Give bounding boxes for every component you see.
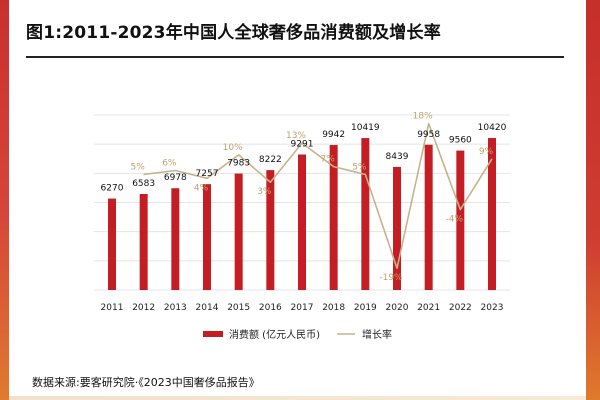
right-red-frame <box>586 0 600 400</box>
label-layer: 6270 6583 6978 7257 7983 8222 9291 9942 10419 843… <box>101 112 507 284</box>
bar-2019 <box>361 138 370 290</box>
growth-label-2021: 18% <box>413 112 433 122</box>
x-tick-label-2014: 2014 <box>196 303 219 313</box>
growth-line <box>143 122 493 269</box>
bar-2023 <box>488 138 496 290</box>
growth-label-2018: 7% <box>321 155 336 165</box>
bar-value-label-2014: 7257 <box>196 169 219 179</box>
bar-2022 <box>456 150 465 290</box>
bar-value-label-2015: 7983 <box>227 159 250 169</box>
growth-label-2014: 4% <box>194 183 209 193</box>
legend-bar-label: 消费额 (亿元人民币) <box>229 328 320 341</box>
axis-layer: 2011 2012 2013 2014 2015 2016 2017 2018 2019 2020… <box>101 303 504 313</box>
growth-label-2012: 5% <box>131 162 146 172</box>
bottom-shade <box>9 396 586 400</box>
bar-2016 <box>266 170 275 290</box>
bar-2015 <box>234 173 243 290</box>
data-source-note: 数据来源:要客研究院·《2023中国奢侈品报告》 <box>32 376 260 389</box>
x-tick-label-2019: 2019 <box>354 303 377 313</box>
bar-2013 <box>171 188 180 290</box>
line-layer <box>143 122 493 269</box>
title-underline <box>26 56 564 58</box>
x-tick-label-2016: 2016 <box>259 303 282 313</box>
x-tick-label-2018: 2018 <box>322 303 345 313</box>
bar-value-label-2018: 9942 <box>322 130 345 140</box>
bar-2021 <box>424 144 433 290</box>
x-tick-label-2012: 2012 <box>132 303 155 313</box>
bar-2012 <box>139 193 148 290</box>
bar-value-label-2023: 10420 <box>478 123 507 133</box>
bar-2020 <box>393 166 401 290</box>
left-red-frame <box>0 0 9 400</box>
bar-value-label-2017: 9291 <box>291 140 314 150</box>
bar-2017 <box>298 154 306 290</box>
growth-label-2020: -19% <box>379 273 403 283</box>
x-tick-label-2023: 2023 <box>481 303 504 313</box>
bar-value-label-2016: 8222 <box>259 155 282 165</box>
x-tick-label-2020: 2020 <box>386 303 409 313</box>
legend-line-label: 增长率 <box>362 328 392 341</box>
legend: 消费额 (亿元人民币) 增长率 <box>203 328 392 341</box>
growth-label-2013: 6% <box>162 159 177 169</box>
x-tick-label-2011: 2011 <box>101 303 124 313</box>
x-tick-label-2022: 2022 <box>449 303 472 313</box>
bar-2014 <box>203 184 211 290</box>
chart-title: 图1:2011-2023年中国人全球奢侈品消费额及增长率 <box>26 23 441 43</box>
growth-label-2019: 5% <box>352 162 367 172</box>
growth-label-2017: 13% <box>286 131 306 141</box>
bar-value-label-2012: 6583 <box>132 179 155 189</box>
bar-value-label-2020: 8439 <box>386 152 409 162</box>
growth-label-2016: 3% <box>257 187 272 197</box>
bar-value-label-2021: 9958 <box>417 130 440 140</box>
x-tick-label-2013: 2013 <box>164 303 187 313</box>
bar-2011 <box>108 198 116 290</box>
bar-layer <box>108 138 496 290</box>
bar-value-label-2013: 6978 <box>164 173 187 183</box>
legend-bar-swatch <box>203 331 223 337</box>
growth-label-2015: 10% <box>223 143 243 153</box>
bar-value-label-2011: 6270 <box>101 184 124 194</box>
bar-value-label-2022: 9560 <box>449 136 472 146</box>
x-tick-label-2021: 2021 <box>417 303 440 313</box>
growth-label-2023: 9% <box>479 147 494 157</box>
bar-2018 <box>329 145 338 290</box>
x-tick-label-2017: 2017 <box>291 303 314 313</box>
x-tick-label-2015: 2015 <box>227 303 250 313</box>
growth-label-2022: -4% <box>446 215 464 225</box>
bar-value-label-2019: 10419 <box>351 123 380 133</box>
